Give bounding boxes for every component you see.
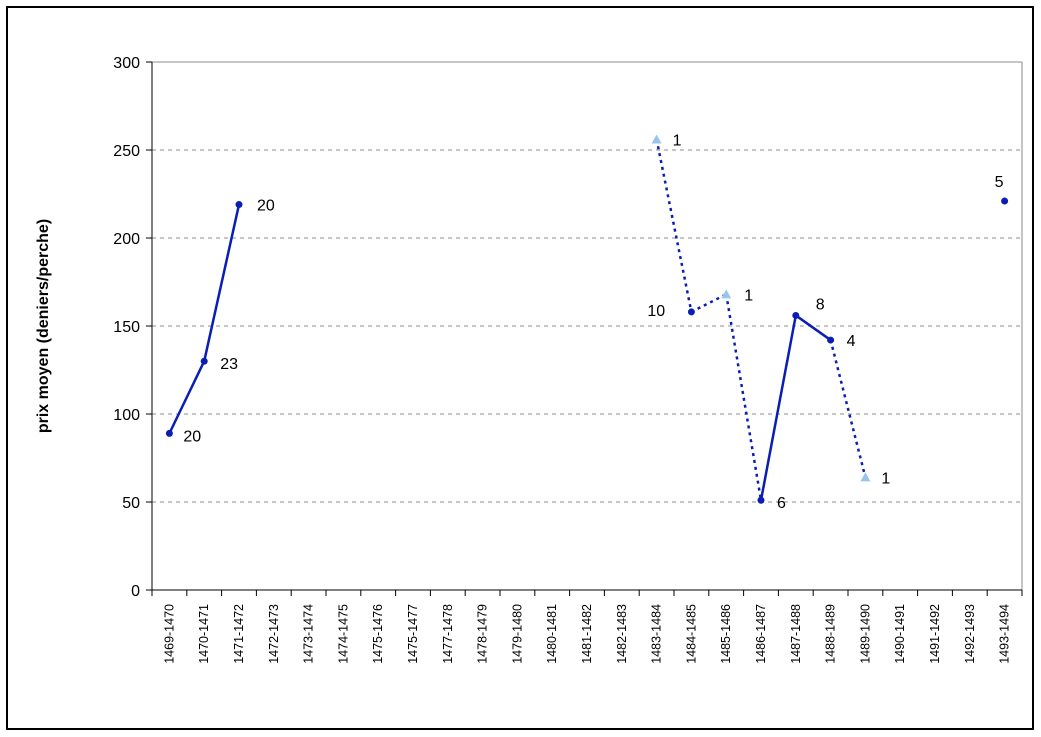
data-label: 4 [847, 333, 856, 350]
chart-frame: 0 50 100 150 200 250 300 1469-1470 1470-1471 1471… [6, 6, 1034, 730]
triangle-marker [651, 134, 662, 144]
y-tick-label: 200 [113, 231, 140, 248]
x-tick-label: 1477-1478 [441, 604, 455, 664]
x-tick-label: 1474-1475 [336, 604, 350, 664]
x-tick-label: 1490-1491 [893, 604, 907, 664]
y-tick-label: 150 [113, 319, 140, 336]
point-marker [687, 308, 695, 316]
point-marker [235, 201, 243, 209]
series-line-segment [795, 314, 832, 342]
data-labels: 20 23 20 10 6 8 4 5 1 1 1 [183, 132, 1003, 512]
gridlines [152, 61, 1022, 503]
point-marker [200, 357, 208, 365]
data-label: 8 [816, 296, 825, 313]
y-tick-label: 250 [113, 143, 140, 160]
data-label: 10 [647, 303, 665, 320]
x-tick-label: 1483-1484 [650, 604, 664, 664]
x-tick-label: 1469-1470 [162, 604, 176, 664]
x-tick-label: 1475-1477 [406, 604, 420, 664]
x-tick-label: 1493-1494 [998, 604, 1012, 664]
data-label: 6 [777, 495, 786, 512]
data-label: 1 [673, 132, 682, 149]
y-tick-label: 50 [122, 495, 140, 512]
series-line-segment [202, 204, 241, 362]
x-tick-label: 1488-1489 [824, 604, 838, 664]
y-axis-title: prix moyen (deniers/perche) [35, 219, 52, 433]
data-label: 5 [995, 174, 1004, 191]
series-line-segment [759, 315, 798, 501]
y-tick-label: 100 [113, 407, 140, 424]
point-marker [792, 311, 800, 319]
x-tick-label: 1478-1479 [476, 604, 490, 664]
x-tick-label: 1482-1483 [615, 604, 629, 664]
data-markers [165, 134, 1009, 504]
dotted-connector [655, 139, 693, 313]
x-tick-label: 1471-1472 [232, 604, 246, 664]
point-marker [827, 336, 835, 344]
x-tick-label: 1475-1476 [371, 604, 385, 664]
point-marker [165, 429, 173, 437]
x-tick-label: 1480-1481 [545, 604, 559, 664]
dotted-connector [829, 339, 867, 478]
x-tick-label: 1491-1492 [928, 604, 942, 664]
x-tick-label: 1485-1486 [719, 604, 733, 664]
point-marker [1001, 197, 1009, 205]
x-tick-label: 1489-1490 [858, 604, 872, 664]
x-tick-label: 1492-1493 [963, 604, 977, 664]
data-label: 1 [881, 470, 890, 487]
x-tick-label: 1479-1480 [510, 604, 524, 664]
data-label: 20 [257, 198, 275, 215]
point-marker [757, 496, 765, 504]
y-tick-label: 300 [113, 55, 140, 72]
x-tick-label: 1486-1487 [754, 604, 768, 664]
data-label: 20 [183, 428, 201, 445]
x-tick-label: 1484-1485 [684, 604, 698, 664]
series-lines [168, 139, 867, 501]
x-tick-label: 1472-1473 [267, 604, 281, 664]
y-tick-label: 0 [131, 583, 140, 600]
dotted-connector [690, 293, 727, 314]
triangle-marker [721, 289, 732, 299]
dotted-connector [724, 294, 763, 501]
axes: 0 50 100 150 200 250 300 1469-1470 1470-1471 1471… [113, 55, 1023, 664]
series-line-segment [168, 360, 206, 434]
x-tick-label: 1487-1488 [789, 604, 803, 664]
x-tick-label: 1481-1482 [580, 604, 594, 664]
triangle-marker [860, 472, 871, 482]
data-label: 23 [220, 356, 238, 373]
data-label: 1 [744, 287, 753, 304]
line-chart: 0 50 100 150 200 250 300 1469-1470 1470-1471 1471… [35, 55, 1023, 664]
x-tick-label: 1473-1474 [302, 604, 316, 664]
x-tick-label: 1470-1471 [197, 604, 211, 664]
